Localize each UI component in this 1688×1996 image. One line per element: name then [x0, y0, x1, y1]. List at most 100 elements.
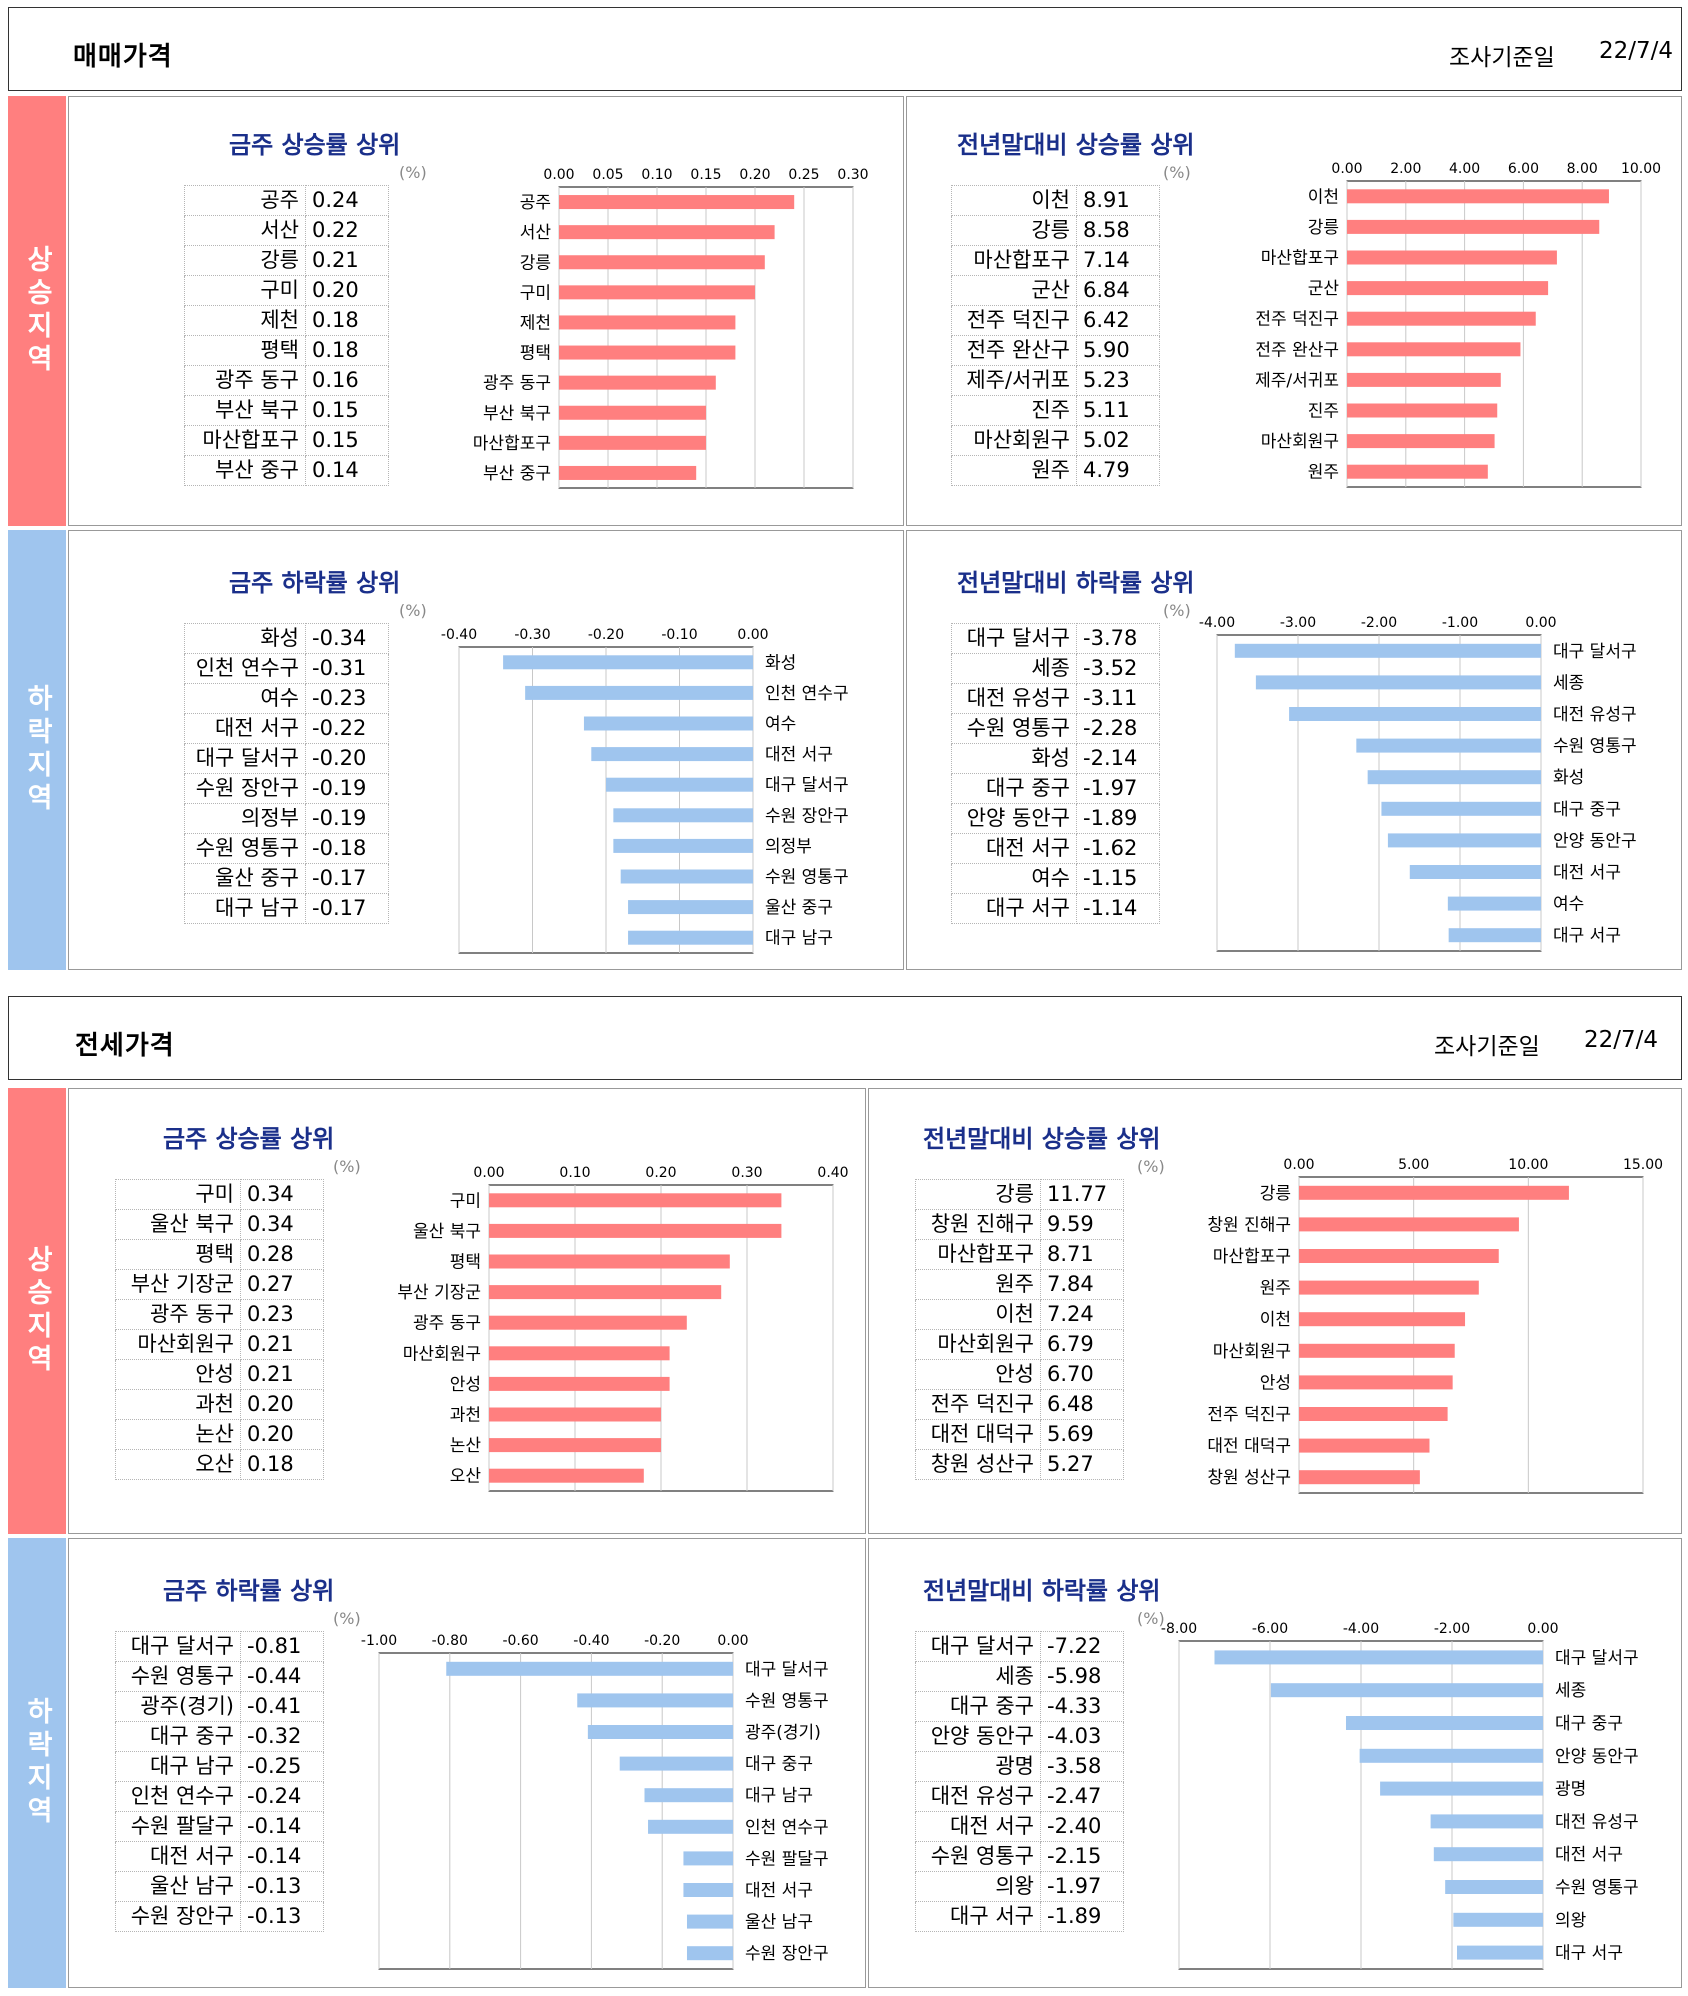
- category-label: 창원 성산구: [1207, 1468, 1291, 1488]
- region-name: 수원 영통구: [951, 713, 1077, 744]
- table-row: 대구 달서구 -0.81: [115, 1631, 324, 1662]
- tick-label: 0.00: [1283, 1157, 1314, 1173]
- unit-label: (%): [1163, 163, 1191, 182]
- tick-label: 0.25: [788, 167, 819, 183]
- bar: [1347, 464, 1488, 479]
- table-row: 세종 -5.98: [915, 1661, 1124, 1692]
- table-row: 세종 -3.52: [951, 653, 1160, 684]
- region-name: 창원 성산구: [915, 1449, 1041, 1480]
- rate-value: -0.32: [240, 1721, 324, 1752]
- region-name: 구미: [115, 1179, 241, 1210]
- table-row: 평택 0.18: [184, 335, 389, 366]
- region-name: 수원 영통구: [915, 1841, 1041, 1872]
- bar: [1299, 1312, 1466, 1327]
- panel-title: 금주 상승률 상위: [229, 131, 401, 159]
- bar: [559, 465, 697, 480]
- category-label: 대구 중구: [1555, 1714, 1623, 1734]
- region-name: 마산합포구: [915, 1239, 1041, 1270]
- category-label: 광주 동구: [413, 1314, 481, 1334]
- panel-title: 전년말대비 상승률 상위: [957, 131, 1195, 159]
- table-row: 강릉 11.77: [915, 1179, 1124, 1210]
- region-name: 수원 장안구: [184, 773, 306, 804]
- bar: [559, 225, 775, 240]
- table-row: 수원 영통구 -2.28: [951, 713, 1160, 744]
- tick-label: 0.20: [645, 1165, 676, 1181]
- bar: [1448, 928, 1541, 943]
- tick-label: 6.00: [1508, 161, 1539, 177]
- rate-value: -0.25: [240, 1751, 324, 1782]
- panel-weekly-fall: 금주 하락률 상위 (%) 대구 달서구 -0.81 수원 영통구 -0.44 광주(경…: [68, 1538, 866, 1988]
- bar: [1347, 219, 1600, 234]
- tick-label: -4.00: [1199, 615, 1235, 631]
- region-name: 대전 서구: [915, 1811, 1041, 1842]
- category-label: 원주: [1260, 1279, 1291, 1299]
- tick-label: -1.00: [361, 1633, 397, 1649]
- rate-value: -1.97: [1040, 1871, 1124, 1902]
- region-name: 제천: [184, 305, 306, 336]
- tick-label: -0.10: [661, 627, 697, 643]
- bar: [1447, 896, 1541, 911]
- section-title: 전세가격: [75, 1031, 175, 1061]
- bar: [1347, 281, 1549, 296]
- category-label: 부산 중구: [483, 464, 551, 484]
- rate-value: -1.62: [1076, 833, 1160, 864]
- table-row: 강릉 8.58: [951, 215, 1160, 246]
- bar: [1214, 1650, 1543, 1665]
- tick-label: 0.00: [737, 627, 768, 643]
- panel-ytd-rise: 전년말대비 상승률 상위 (%) 강릉 11.77 창원 진해구 9.59 마산합포구 8…: [868, 1088, 1682, 1534]
- category-label: 대구 남구: [765, 929, 833, 949]
- table-row: 인천 연수구 -0.24: [115, 1781, 324, 1812]
- tick-label: -0.40: [573, 1633, 609, 1649]
- rate-value: 5.27: [1040, 1449, 1124, 1480]
- rate-value: -0.17: [305, 863, 389, 894]
- bar: [1345, 1716, 1543, 1730]
- bar: [1299, 1438, 1430, 1453]
- category-label: 울산 남구: [745, 1913, 813, 1933]
- category-label: 수원 영통구: [1553, 737, 1637, 757]
- table-row: 대전 서구 -1.62: [951, 833, 1160, 864]
- bar: [559, 255, 765, 270]
- category-label: 울산 중구: [765, 898, 833, 918]
- unit-label: (%): [333, 1609, 361, 1628]
- bar: [489, 1346, 670, 1361]
- category-label: 대전 서구: [1555, 1845, 1623, 1865]
- panel-title: 금주 하락률 상위: [229, 569, 401, 597]
- rate-value: 0.18: [240, 1449, 324, 1480]
- category-label: 전주 덕진구: [1207, 1405, 1291, 1425]
- table-row: 대구 중구 -1.97: [951, 773, 1160, 804]
- rate-value: 11.77: [1040, 1179, 1124, 1210]
- rate-value: 0.34: [240, 1179, 324, 1210]
- table-row: 울산 중구 -0.17: [184, 863, 389, 894]
- rate-value: 8.58: [1076, 215, 1160, 246]
- bar-chart: 0.00 0.05 0.10 0.15 0.20 0.25 0.30 공주서산강릉구미제천평택…: [473, 167, 869, 489]
- region-name: 대전 대덕구: [915, 1419, 1041, 1450]
- bar: [489, 1285, 722, 1300]
- rate-value: -0.81: [240, 1631, 324, 1662]
- category-label: 강릉: [1308, 218, 1339, 238]
- bar: [1347, 372, 1501, 387]
- tick-label: -0.60: [502, 1633, 538, 1649]
- ranking-table: 공주 0.24 서산 0.22 강릉 0.21 구미 0.20 제천 0.18 평택 0.18 광주 동…: [184, 185, 389, 486]
- region-name: 수원 팔달구: [115, 1811, 241, 1842]
- table-row: 이천 7.24: [915, 1299, 1124, 1330]
- table-row: 오산 0.18: [115, 1449, 324, 1480]
- region-name: 부산 중구: [184, 455, 306, 486]
- tick-label: 0.00: [1331, 161, 1362, 177]
- region-name: 강릉: [951, 215, 1077, 246]
- rate-value: -7.22: [1040, 1631, 1124, 1662]
- ranking-table: 강릉 11.77 창원 진해구 9.59 마산합포구 8.71 원주 7.84 이천 7.24 마산…: [915, 1179, 1124, 1480]
- region-name: 광주(경기): [115, 1691, 241, 1722]
- category-label: 수원 장안구: [765, 806, 849, 826]
- category-label: 안성: [450, 1375, 481, 1395]
- table-row: 울산 남구 -0.13: [115, 1871, 324, 1902]
- category-label: 수원 영통구: [1555, 1878, 1639, 1898]
- category-label: 전주 덕진구: [1255, 310, 1339, 330]
- tick-label: 0.10: [641, 167, 672, 183]
- table-row: 화성 -2.14: [951, 743, 1160, 774]
- tick-label: -2.00: [1361, 615, 1397, 631]
- rate-value: -0.19: [305, 773, 389, 804]
- tick-label: 0.15: [690, 167, 721, 183]
- side-label-rising: 상승지역: [8, 1088, 66, 1534]
- rate-value: 7.14: [1076, 245, 1160, 276]
